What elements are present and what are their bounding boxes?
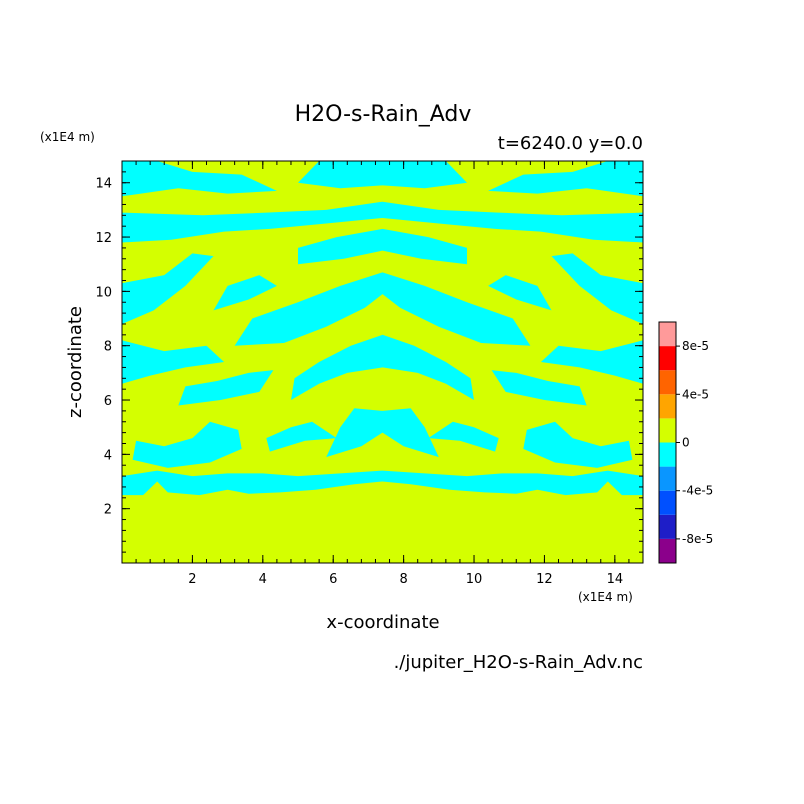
z-tick-label: 10 — [95, 285, 112, 300]
x-tick-label: 12 — [536, 572, 553, 587]
colorbar-swatch — [659, 539, 676, 563]
colorbar-label: 0 — [682, 436, 690, 450]
colorbar-swatch — [659, 322, 676, 346]
z-tick-label: 8 — [104, 340, 112, 355]
plot-area: 2 4 6 8 10 12 14 2 4 6 8 10 12 14 — [95, 161, 643, 587]
colorbar-swatch — [659, 515, 676, 539]
x-tick-label: 6 — [329, 572, 337, 587]
source-file-label: ./jupiter_H2O-s-Rain_Adv.nc — [394, 652, 643, 673]
chart-title: H2O-s-Rain_Adv — [295, 102, 472, 127]
colorbar-swatch — [659, 467, 676, 491]
x-tick-label: 4 — [259, 572, 267, 587]
x-unit-label: (x1E4 m) — [578, 590, 633, 604]
colorbar-swatch — [659, 443, 676, 467]
x-tick-label: 10 — [466, 572, 483, 587]
z-tick-label: 14 — [95, 177, 112, 192]
z-tick-label: 2 — [104, 503, 112, 518]
colorbar-label: -8e-5 — [682, 532, 713, 546]
colorbar-swatch — [659, 370, 676, 394]
colorbar-label: 4e-5 — [682, 387, 709, 401]
z-tick-label: 4 — [104, 448, 112, 463]
x-tick-label: 2 — [188, 572, 196, 587]
colorbar-swatch — [659, 491, 676, 515]
z-tick-label: 12 — [95, 231, 112, 246]
x-tick-label: 8 — [399, 572, 407, 587]
colorbar-label: 8e-5 — [682, 339, 709, 353]
colorbar-swatch — [659, 346, 676, 370]
colorbar-label: -4e-5 — [682, 484, 713, 498]
colorbar-swatch — [659, 394, 676, 418]
colorbar-swatch — [659, 418, 676, 442]
x-axis-label: x-coordinate — [326, 612, 439, 633]
x-tick-label: 14 — [607, 572, 624, 587]
chart-subtitle: t=6240.0 y=0.0 — [498, 133, 643, 154]
z-axis-label: z-coordinate — [65, 306, 86, 418]
z-tick-label: 6 — [104, 394, 112, 409]
z-unit-label: (x1E4 m) — [40, 130, 95, 144]
